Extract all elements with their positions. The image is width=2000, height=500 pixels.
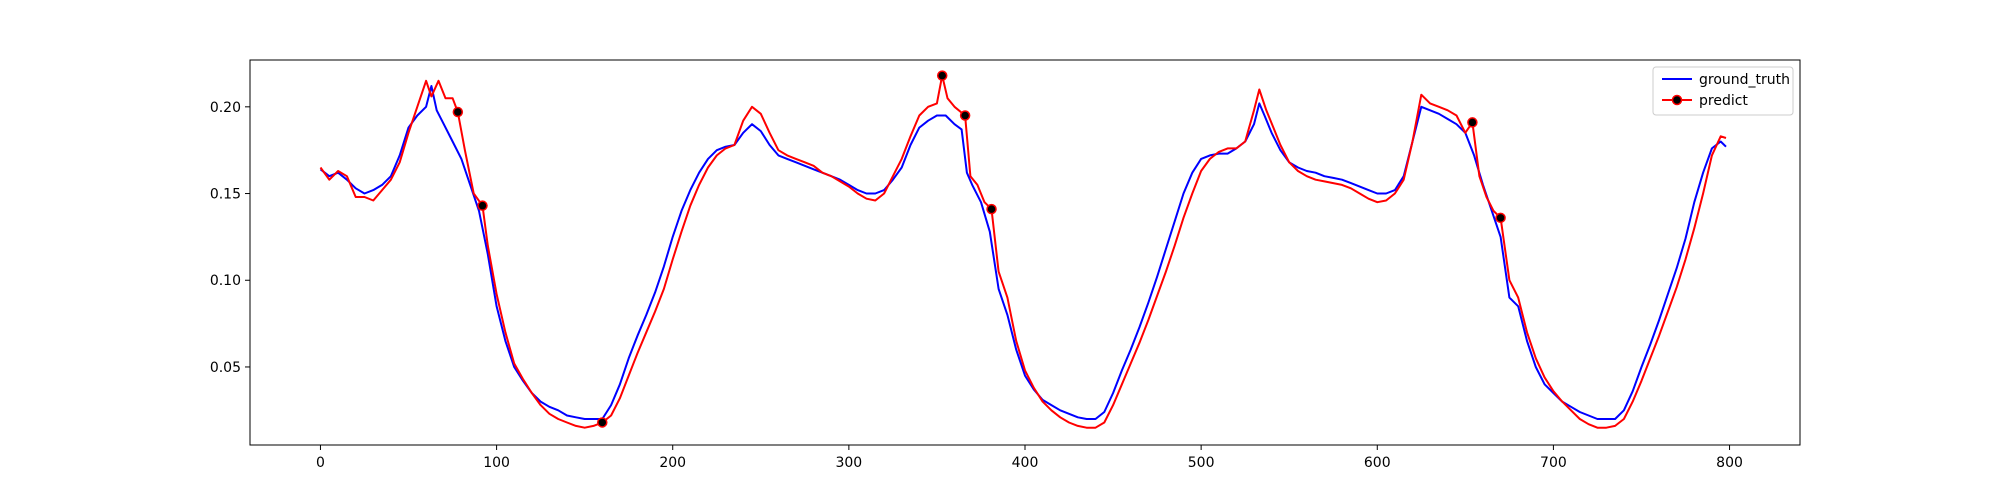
x-tick-label: 500 <box>1188 455 1215 471</box>
legend-label-predict: predict <box>1699 93 1748 109</box>
y-tick-label: 0.20 <box>210 100 241 116</box>
x-tick-label: 400 <box>1012 455 1039 471</box>
x-tick-label: 300 <box>835 455 862 471</box>
data-point-marker <box>959 110 971 121</box>
x-tick-label: 800 <box>1716 455 1743 471</box>
data-point-marker <box>936 70 948 81</box>
x-tick-label: 700 <box>1540 455 1567 471</box>
y-axis: 0.05 0.10 0.15 0.20 <box>210 100 250 376</box>
x-tick-label: 200 <box>659 455 686 471</box>
legend-marker-predict <box>1671 94 1683 106</box>
legend: ground_truth predict <box>1652 66 1794 116</box>
markers-layer <box>452 70 1506 428</box>
data-point-marker <box>986 203 997 215</box>
y-tick-label: 0.15 <box>210 187 241 203</box>
data-point-marker <box>1495 212 1506 224</box>
series-line-predict <box>319 74 1727 429</box>
y-tick-label: 0.10 <box>210 273 241 289</box>
plot-area <box>249 59 1801 446</box>
x-tick-label: 100 <box>483 455 510 471</box>
legend-label-ground-truth: ground_truth <box>1699 72 1790 88</box>
y-tick-label: 0.05 <box>210 360 241 376</box>
x-axis: 0 100 200 300 400 500 600 700 800 <box>316 445 1743 471</box>
series-layer <box>319 74 1727 429</box>
data-point-marker <box>477 200 488 211</box>
data-point-marker <box>597 417 608 428</box>
x-tick-label: 0 <box>316 455 325 471</box>
data-point-marker <box>452 106 464 118</box>
x-tick-label: 600 <box>1364 455 1391 471</box>
data-point-marker <box>1467 117 1478 128</box>
